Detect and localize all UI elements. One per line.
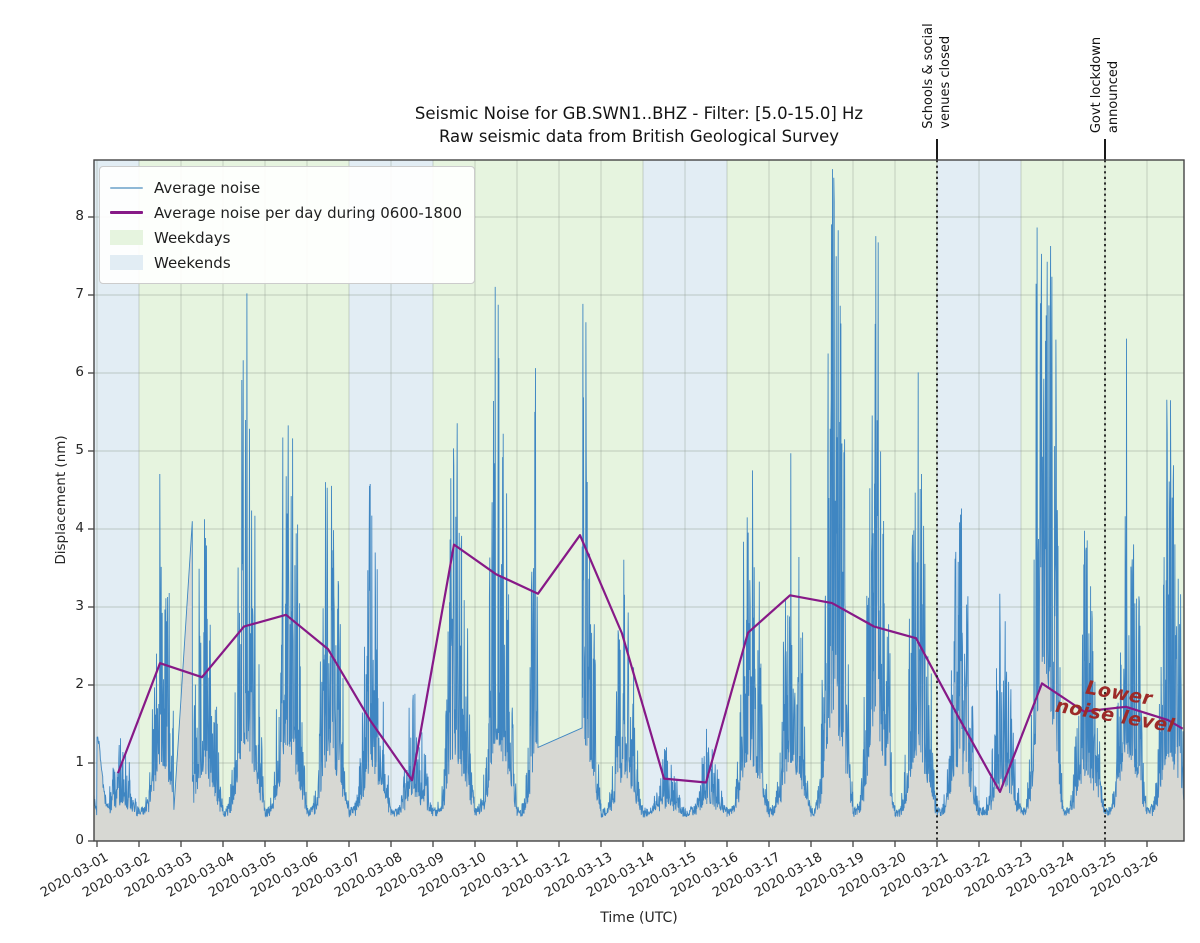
legend-label: Average noise <box>154 179 260 197</box>
legend-item-weekdays: Weekdays <box>110 225 462 250</box>
legend-item-weekends: Weekends <box>110 250 462 275</box>
y-tick-label: 8 <box>46 208 84 224</box>
average-noise-line-swatch <box>110 187 143 189</box>
legend-label: Average noise per day during 0600-1800 <box>154 204 462 222</box>
daily-average-line-swatch <box>110 211 143 214</box>
weekends-patch-swatch <box>110 255 143 270</box>
lockdown-announced-annotation: Govt lockdown announced <box>1088 37 1122 133</box>
legend: Average noise Average noise per day duri… <box>99 166 475 284</box>
legend-label: Weekends <box>154 254 231 272</box>
weekdays-patch-swatch <box>110 230 143 245</box>
legend-item-daily-average: Average noise per day during 0600-1800 <box>110 200 462 225</box>
y-tick-label: 2 <box>46 676 84 692</box>
annotation-text-line: announced <box>1105 37 1122 133</box>
annotation-text-line: Schools & social <box>920 23 937 128</box>
y-axis-title: Displacement (nm) <box>53 435 69 564</box>
x-axis-title: Time (UTC) <box>94 910 1184 926</box>
y-tick-label: 7 <box>46 286 84 302</box>
legend-label: Weekdays <box>154 229 231 247</box>
seismic-noise-figure: Seismic Noise for GB.SWN1..BHZ - Filter:… <box>0 0 1200 943</box>
y-tick-label: 1 <box>46 754 84 770</box>
schools-closed-annotation: Schools & social venues closed <box>920 23 954 128</box>
y-tick-label: 6 <box>46 364 84 380</box>
legend-item-average-noise: Average noise <box>110 175 462 200</box>
annotation-text-line: venues closed <box>937 23 954 128</box>
y-tick-label: 3 <box>46 598 84 614</box>
y-tick-label: 0 <box>46 832 84 848</box>
weekend-band <box>643 160 685 841</box>
seismic-chart-canvas <box>0 0 1200 943</box>
annotation-text-line: Govt lockdown <box>1088 37 1105 133</box>
